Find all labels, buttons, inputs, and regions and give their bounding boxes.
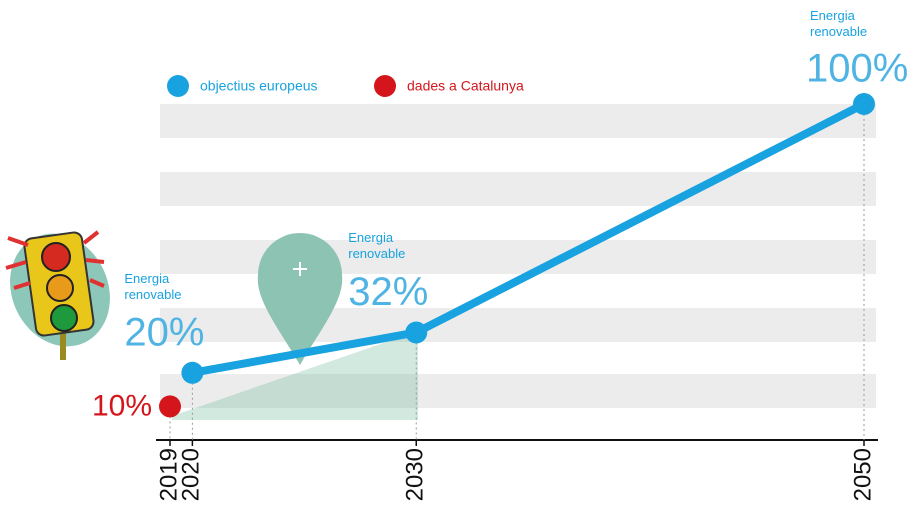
legend-marker [167,75,189,97]
pin-icon [257,233,343,365]
value-label: 20% [124,310,204,354]
background-bands [160,104,876,408]
value-label: 100% [806,47,908,91]
point [181,361,204,384]
x-tick-label: 2050 [849,448,876,501]
point-annotation: Energia renovable [348,230,406,262]
shaded-area [172,331,418,420]
traffic-light-icon [5,230,110,360]
point [159,395,181,418]
point-annotation: Energia renovable [124,270,182,302]
point-annotation: Energia renovable [810,8,868,39]
legend-marker [374,75,396,97]
point [405,321,428,344]
x-tick-label: 2030 [402,448,429,501]
value-label: 10% [92,389,152,422]
legend-label: dades a Catalunya [407,78,524,94]
x-tick-label: 2019 [155,448,182,501]
x-tick-label: 2020 [178,448,205,501]
value-label: 32% [348,270,428,314]
legend-label: objectius europeus [200,78,318,94]
point [853,93,875,115]
